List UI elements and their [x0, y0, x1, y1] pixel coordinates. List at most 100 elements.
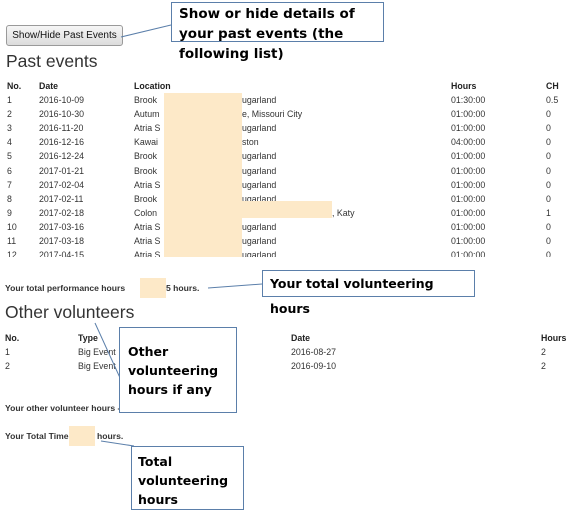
past-event-hours: 01:30:00	[451, 95, 486, 105]
past-event-date: 2016-12-24	[39, 151, 84, 162]
other-col-header-type: Type	[78, 333, 98, 343]
other-row-2-no: 2	[5, 361, 10, 371]
other-col-header-date: Date	[291, 333, 311, 343]
past-event-ch: 0	[546, 236, 551, 246]
past-event-date: 2017-02-11	[39, 193, 84, 204]
past-event-ch: 0	[546, 221, 551, 232]
past-event-location-start: Atria S	[134, 123, 161, 134]
past-event-ch: 1	[546, 207, 551, 218]
past-event-location-start: Atria S	[134, 179, 161, 190]
past-event-hours: 01:00:00	[451, 193, 486, 204]
past-event-hours: 01:00:00	[451, 151, 486, 162]
past-event-location-start: Atria S	[134, 236, 161, 246]
past-event-no: 9	[7, 207, 12, 218]
past-event-date: 2016-10-30	[39, 109, 84, 120]
past-event-date: 2017-01-21	[39, 165, 84, 176]
past-event-location-start: Colon	[134, 207, 157, 218]
past-event-location-start: Kawai	[134, 137, 158, 148]
past-event-ch: 0.5	[546, 95, 559, 105]
past-event-no: 5	[7, 151, 12, 162]
past-event-location-start: Brook	[134, 151, 157, 162]
past-events-title: Past events	[6, 51, 98, 71]
past-event-location-end: ugarland	[242, 151, 277, 162]
past-event-location-end: ugarland	[242, 193, 277, 204]
past-event-hours: 01:00:00	[451, 123, 486, 134]
past-event-location-start: Brook	[134, 95, 157, 105]
total-performance-suffix: 5 hours.	[166, 283, 200, 293]
other-row-2-type: Big Event	[78, 361, 116, 371]
past-events-list[interactable]: 1 2016-10-09 Brook ugarland 01:30:00 0.5 2 2016…	[0, 79, 587, 257]
past-event-date: 2017-03-18	[39, 236, 84, 246]
past-event-location-end: ugarland	[242, 179, 277, 190]
past-event-no: 10	[7, 221, 17, 232]
past-event-location-start: Atria S	[134, 250, 161, 257]
past-event-hours: 01:00:00	[451, 221, 486, 232]
past-event-no: 7	[7, 179, 12, 190]
past-event-ch: 0	[546, 250, 551, 257]
other-row-1-date: 2016-08-27	[291, 347, 336, 357]
past-event-no: 11	[7, 236, 17, 246]
other-col-header-no: No.	[5, 333, 20, 343]
connector-total-performance	[207, 283, 263, 289]
past-event-location-end: ugarland	[242, 95, 277, 105]
past-event-no: 6	[7, 165, 12, 176]
past-event-ch: 0	[546, 123, 551, 134]
other-row-2-date: 2016-09-10	[291, 361, 336, 371]
past-event-no: 4	[7, 137, 12, 148]
other-volunteers-title: Other volunteers	[5, 302, 135, 322]
other-row-2-hours: 2	[541, 361, 546, 371]
past-event-hours: 01:00:00	[451, 250, 486, 257]
col-header-ch: CH	[546, 81, 559, 91]
past-event-date: 2016-12-16	[39, 137, 84, 148]
location-redaction	[164, 93, 242, 257]
past-event-location-end: , Katy	[332, 207, 355, 218]
past-event-location-end: ugarland	[242, 165, 277, 176]
past-event-ch: 0	[546, 193, 551, 204]
col-header-hours: Hours	[451, 81, 477, 91]
past-event-location-start: Brook	[134, 165, 157, 176]
past-event-date: 2017-03-16	[39, 221, 84, 232]
past-event-no: 1	[7, 95, 12, 105]
location-redaction-wide	[240, 201, 332, 218]
past-event-ch: 0	[546, 109, 551, 120]
callout-toggle: Show or hide details of your past events…	[171, 2, 384, 62]
past-event-hours: 01:00:00	[451, 207, 486, 218]
past-event-date: 2016-11-20	[39, 123, 84, 134]
past-event-date: 2017-02-04	[39, 179, 84, 190]
past-event-location-end: e, Missouri City	[242, 109, 303, 120]
past-event-location-start: Autum	[134, 109, 160, 120]
past-event-date: 2017-02-18	[39, 207, 84, 218]
total-time-prefix: Your Total Time	[5, 431, 69, 441]
past-event-location-end: ugarland	[242, 236, 277, 246]
past-event-ch: 0	[546, 179, 551, 190]
past-event-ch: 0	[546, 137, 551, 148]
col-header-no: No.	[7, 81, 22, 91]
past-event-location-start: Brook	[134, 193, 157, 204]
past-event-location-end: ugarland	[242, 221, 277, 232]
past-event-hours: 01:00:00	[451, 236, 486, 246]
past-event-no: 3	[7, 123, 12, 134]
past-event-location-end: ugarland	[242, 123, 277, 134]
past-event-ch: 0	[546, 165, 551, 176]
total-time-redaction	[69, 426, 95, 446]
past-event-date: 2017-04-15	[39, 250, 84, 257]
other-row-1-hours: 2	[541, 347, 546, 357]
past-event-no: 2	[7, 109, 12, 120]
past-event-date: 2016-10-09	[39, 95, 84, 105]
past-event-no: 12	[7, 250, 17, 257]
past-event-location-start: Atria S	[134, 221, 161, 232]
total-hours-redaction	[140, 278, 166, 298]
callout-total-time: Total volunteering hours	[131, 446, 244, 510]
other-row-1-no: 1	[5, 347, 10, 357]
other-volunteer-hours-label: Your other volunteer hours -	[5, 403, 121, 413]
callout-total-performance: Your total volunteering hours	[262, 270, 475, 316]
show-hide-past-events-button[interactable]: Show/Hide Past Events	[6, 25, 123, 46]
past-event-hours: 01:00:00	[451, 165, 486, 176]
past-event-no: 8	[7, 193, 12, 204]
total-time-suffix: hours.	[97, 431, 124, 441]
other-col-header-hours: Hours	[541, 333, 567, 343]
other-row-1-type: Big Event	[78, 347, 116, 357]
past-event-ch: 0	[546, 151, 551, 162]
past-event-hours: 01:00:00	[451, 179, 486, 190]
